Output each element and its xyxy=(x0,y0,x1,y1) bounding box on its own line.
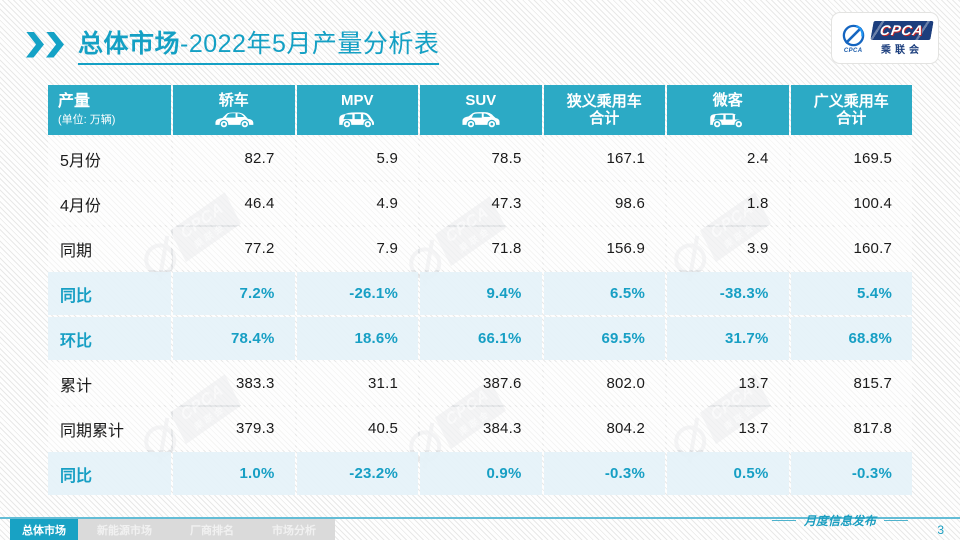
table-cell: 77.2 xyxy=(173,227,295,270)
mpv-icon xyxy=(339,111,375,128)
table-cell: 13.7 xyxy=(667,362,789,405)
table-cell: 5.9 xyxy=(296,137,418,180)
tab-nev-market[interactable]: 新能源市场 xyxy=(78,519,171,540)
table-cell: 167.1 xyxy=(543,137,665,180)
column-header-sedan: 轿车 xyxy=(173,85,295,135)
table-cell: 100.4 xyxy=(790,182,912,225)
row-label: 环比 xyxy=(48,317,171,360)
table-cell: 98.6 xyxy=(543,182,665,225)
table-cell: 40.5 xyxy=(296,407,418,450)
table-cell: 160.7 xyxy=(790,227,912,270)
column-header-microvan: 微客 xyxy=(667,85,789,135)
title-row: 总体市场-2022年5月产量分析表 xyxy=(26,24,440,65)
production-table: 产量 (单位: 万辆) 轿车 MPV SUV xyxy=(48,85,912,495)
row-label: 同期 xyxy=(48,227,171,270)
row-label: 累计 xyxy=(48,362,171,405)
table-cell: 169.5 xyxy=(790,137,912,180)
emblem-caption: CPCA xyxy=(843,47,863,54)
table-corner-header: 产量 (单位: 万辆) xyxy=(48,85,171,135)
tab-overall-market[interactable]: 总体市场 xyxy=(10,519,78,540)
row-label: 4月份 xyxy=(48,182,171,225)
van-icon xyxy=(709,112,743,128)
page-number: 3 xyxy=(937,523,944,537)
table-cell: 383.3 xyxy=(173,362,295,405)
table-cell: 1.0% xyxy=(173,452,295,495)
chevron-right-icon xyxy=(46,31,64,58)
table-cell: 0.5% xyxy=(667,452,789,495)
page-title-section: 总体市场 xyxy=(78,30,181,58)
table-cell: 9.4% xyxy=(420,272,542,315)
table-cell: 47.3 xyxy=(420,182,542,225)
table-cell: 804.2 xyxy=(543,407,665,450)
table-cell: 2.4 xyxy=(667,137,789,180)
table-cell: 815.7 xyxy=(790,362,912,405)
table-cell: -38.3% xyxy=(667,272,789,315)
chevron-right-icon xyxy=(26,31,44,58)
table-cell: 379.3 xyxy=(173,407,295,450)
table-cell: -0.3% xyxy=(790,452,912,495)
logo-text-block: CPCA 乘联会 xyxy=(870,20,934,56)
footer-nav: 总体市场 新能源市场 厂商排名 市场分析 xyxy=(10,519,335,540)
row-label: 同期累计 xyxy=(48,407,171,450)
column-header-mpv: MPV xyxy=(296,85,418,135)
table-cell: 13.7 xyxy=(667,407,789,450)
table-cell: 66.1% xyxy=(420,317,542,360)
column-header-suv: SUV xyxy=(420,85,542,135)
table-cell: -23.2% xyxy=(296,452,418,495)
table-cell: 68.8% xyxy=(790,317,912,360)
suv-icon xyxy=(462,111,500,128)
cpca-wordmark: CPCA xyxy=(870,20,934,40)
footer-accent-line xyxy=(0,517,960,519)
cpca-logo: CPCA CPCA 乘联会 xyxy=(832,13,938,63)
tab-oem-ranking[interactable]: 厂商排名 xyxy=(171,519,253,540)
table-cell: 7.9 xyxy=(296,227,418,270)
column-header-narrow-pv-total: 狭义乘用车 合计 xyxy=(543,85,665,135)
table-cell: 46.4 xyxy=(173,182,295,225)
table-cell: -26.1% xyxy=(296,272,418,315)
column-header-broad-pv-total: 广义乘用车 合计 xyxy=(790,85,912,135)
tab-market-analysis[interactable]: 市场分析 xyxy=(253,519,335,540)
table-cell: 82.7 xyxy=(173,137,295,180)
table-cell: -0.3% xyxy=(543,452,665,495)
page-title-rest: -2022年5月产量分析表 xyxy=(180,30,440,58)
page-title: 总体市场-2022年5月产量分析表 xyxy=(78,24,440,65)
table-cell: 18.6% xyxy=(296,317,418,360)
table-cell: 0.9% xyxy=(420,452,542,495)
table-cell: 4.9 xyxy=(296,182,418,225)
row-label: 5月份 xyxy=(48,137,171,180)
table-cell: 78.5 xyxy=(420,137,542,180)
table-cell: 7.2% xyxy=(173,272,295,315)
table-cell: 31.1 xyxy=(296,362,418,405)
publication-label: 月度信息发布 xyxy=(772,512,908,529)
table-cell: 6.5% xyxy=(543,272,665,315)
cpca-chinese-name: 乘联会 xyxy=(880,44,923,56)
table-cell: 817.8 xyxy=(790,407,912,450)
table-cell: 69.5% xyxy=(543,317,665,360)
table-cell: 1.8 xyxy=(667,182,789,225)
table-cell: 3.9 xyxy=(667,227,789,270)
table-cell: 78.4% xyxy=(173,317,295,360)
unit-note: (单位: 万辆) xyxy=(58,113,116,126)
table-cell: 5.4% xyxy=(790,272,912,315)
row-label: 同比 xyxy=(48,452,171,495)
row-label: 同比 xyxy=(48,272,171,315)
table-cell: 71.8 xyxy=(420,227,542,270)
table-cell: 802.0 xyxy=(543,362,665,405)
table-cell: 156.9 xyxy=(543,227,665,270)
table-cell: 384.3 xyxy=(420,407,542,450)
cpca-emblem-icon: CPCA xyxy=(838,23,868,54)
table-cell: 387.6 xyxy=(420,362,542,405)
table-cell: 31.7% xyxy=(667,317,789,360)
sedan-icon xyxy=(215,112,254,128)
